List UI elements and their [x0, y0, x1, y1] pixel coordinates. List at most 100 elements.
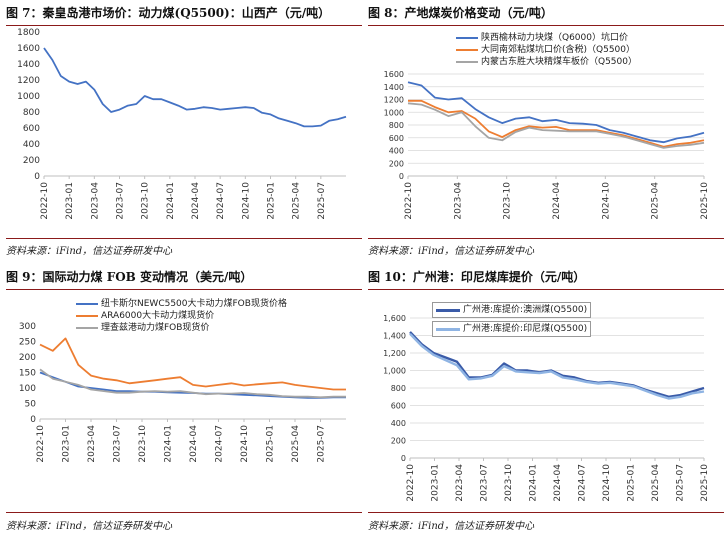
y-tick-label: 0 [399, 172, 404, 181]
legend-entry: 陕西榆林动力块煤（Q6000）坑口价 [456, 32, 637, 44]
legend-label: 纽卡斯尔NEWC5500大卡动力煤FOB现货价格 [101, 299, 287, 309]
title-rule [6, 25, 362, 26]
y-tick-label: 400 [391, 419, 406, 428]
legend-entry: ARA6000大卡动力煤现货价 [76, 310, 287, 322]
y-tick-label: 600 [23, 124, 40, 134]
chart-fig10: 0 200 400 600 800 1,000 1,200 1,400 1,600 2022-10… [383, 314, 710, 502]
x-tick-label: 2023-10 [503, 182, 513, 220]
x-tick-label: 2023-04 [453, 182, 463, 220]
y-tick-label: 1,000 [383, 367, 406, 376]
x-tick-label: 2025-04 [292, 182, 302, 220]
chart-fig8: 0 200 400 600 800 1000 1200 1400 1600 2022-10 2023… [384, 70, 710, 220]
x-tick-label: 2023-10 [504, 464, 514, 502]
legend-label: 大同南郊粘煤坑口价(含税)（Q5500） [481, 45, 636, 55]
x-tick-label: 2025-01 [627, 464, 637, 502]
chart-title: 图 10：广州港：印尼煤库提价（元/吨） [368, 270, 586, 284]
legend-label: 内蒙古东胜大块精煤车板价（Q5500） [481, 57, 637, 67]
legend-label: 广州港:库提价:印尼煤(Q5500) [463, 324, 588, 334]
legend-entry: 理查兹港动力煤FOB现货价 [76, 322, 287, 334]
title-rule [368, 25, 724, 26]
x-tick-label: 2024-01 [164, 425, 174, 463]
y-tick-label: 300 [19, 322, 36, 332]
x-tick-label: 2025-10 [700, 182, 710, 220]
x-tick-label: 2024-10 [602, 464, 612, 502]
x-tick-label: 2022-10 [36, 425, 46, 463]
x-tick-label: 2025-01 [267, 182, 277, 220]
x-tick-label: 2023-01 [62, 425, 72, 463]
source-rule [368, 238, 724, 239]
y-tick-label: 100 [19, 384, 36, 394]
y-tick-label: 800 [391, 384, 406, 393]
y-tick-label: 800 [23, 108, 40, 118]
panel-fig7: 图 7：秦皇岛港市场价：动力煤(Q5500)：山西产（元/吨） 0 200 400 6… [6, 4, 362, 262]
y-tick-label: 1000 [17, 92, 40, 102]
x-tick-label: 2023-01 [65, 182, 75, 220]
panel-fig9: 图 9：国际动力煤 FOB 变动情况（美元/吨） 0 50 100 150 200 250… [6, 268, 362, 536]
y-tick-label: 1000 [384, 108, 404, 117]
source-note: 资料来源：iFind，信达证券研发中心 [368, 521, 535, 532]
y-tick-label: 1400 [384, 83, 404, 92]
title-rule [6, 289, 362, 290]
legend-swatch [456, 61, 478, 63]
y-tick-label: 150 [19, 369, 36, 379]
x-tick-label: 2023-07 [480, 464, 490, 502]
panel-fig8: 图 8：产地煤炭价格变动（元/吨） 0 200 400 600 800 1000 1200 1… [368, 4, 724, 262]
legend-entry: 内蒙古东胜大块精煤车板价（Q5500） [456, 56, 637, 68]
x-tick-label: 2024-10 [601, 182, 611, 220]
chart-fig7: 0 200 400 600 800 1000 1200 1400 1600 1800 2022-10… [17, 28, 347, 220]
x-tick-label: 2022-10 [404, 182, 414, 220]
y-tick-label: 200 [391, 437, 406, 446]
x-tick-label: 2023-04 [87, 425, 97, 463]
chart-fig9: 0 50 100 150 200 250 300 2022-10 2023-01 2023-04 2… [19, 322, 346, 463]
x-tick-label: 2025-04 [651, 182, 661, 220]
x-tick-label: 2023-10 [141, 182, 151, 220]
y-tick-label: 200 [389, 159, 404, 168]
panel-fig10: 图 10：广州港：印尼煤库提价（元/吨） 0 200 400 600 800 1,000 1… [368, 268, 724, 536]
legend-swatch [76, 303, 98, 305]
x-tick-label: 2025-07 [317, 182, 327, 220]
legend: 广州港:库提价:澳洲煤(Q5500) 广州港:库提价:印尼煤(Q5500) [432, 302, 592, 337]
x-tick-label: 2022-10 [406, 464, 416, 502]
y-tick-label: 600 [389, 134, 404, 143]
y-tick-label: 0 [30, 415, 36, 425]
source-rule [368, 512, 724, 513]
series-line [407, 102, 705, 149]
y-tick-label: 0 [34, 172, 40, 182]
x-tick-label: 2024-10 [241, 182, 251, 220]
x-tick-label: 2023-07 [116, 182, 126, 220]
y-tick-label: 1,600 [383, 314, 406, 323]
legend-entry: 广州港:库提价:印尼煤(Q5500) [432, 321, 592, 337]
legend: 纽卡斯尔NEWC5500大卡动力煤FOB现货价格 ARA6000大卡动力煤现货价… [76, 298, 287, 334]
x-tick-label: 2025-07 [676, 464, 686, 502]
series-line [408, 99, 705, 148]
chart-title: 图 7：秦皇岛港市场价：动力煤(Q5500)：山西产（元/吨） [6, 6, 331, 20]
y-tick-label: 400 [389, 147, 404, 156]
legend-label: ARA6000大卡动力煤现货价 [101, 311, 215, 321]
series-line [43, 47, 347, 128]
x-tick-label: 2023-07 [113, 425, 123, 463]
legend: 陕西榆林动力块煤（Q6000）坑口价 大同南郊粘煤坑口价(含税)（Q5500） … [456, 32, 637, 68]
x-tick-label: 2024-07 [215, 425, 225, 463]
source-note: 资料来源：iFind，信达证券研发中心 [6, 521, 173, 532]
series-line [409, 332, 705, 400]
x-tick-label: 2024-04 [189, 425, 199, 463]
legend-entry: 广州港:库提价:澳洲煤(Q5500) [432, 302, 592, 318]
x-tick-label: 2024-01 [529, 464, 539, 502]
legend-label: 理查兹港动力煤FOB现货价 [101, 323, 210, 333]
x-tick-label: 2022-10 [40, 182, 50, 220]
y-tick-label: 1,400 [383, 332, 406, 341]
x-tick-label: 2024-04 [553, 464, 563, 502]
y-tick-label: 1600 [17, 44, 40, 54]
y-tick-label: 800 [389, 121, 404, 130]
x-tick-label: 2025-04 [651, 464, 661, 502]
x-tick-label: 2024-01 [166, 182, 176, 220]
legend-swatch [76, 315, 98, 317]
y-tick-label: 1200 [384, 96, 404, 105]
legend-label: 广州港:库提价:澳洲煤(Q5500) [463, 305, 588, 315]
x-tick-label: 2024-07 [578, 464, 588, 502]
source-note: 资料来源：iFind，信达证券研发中心 [368, 246, 535, 257]
x-tick-label: 2024-04 [191, 182, 201, 220]
series-line [407, 81, 705, 144]
chart-title: 图 8：产地煤炭价格变动（元/吨） [368, 6, 553, 20]
y-tick-label: 200 [19, 353, 36, 363]
